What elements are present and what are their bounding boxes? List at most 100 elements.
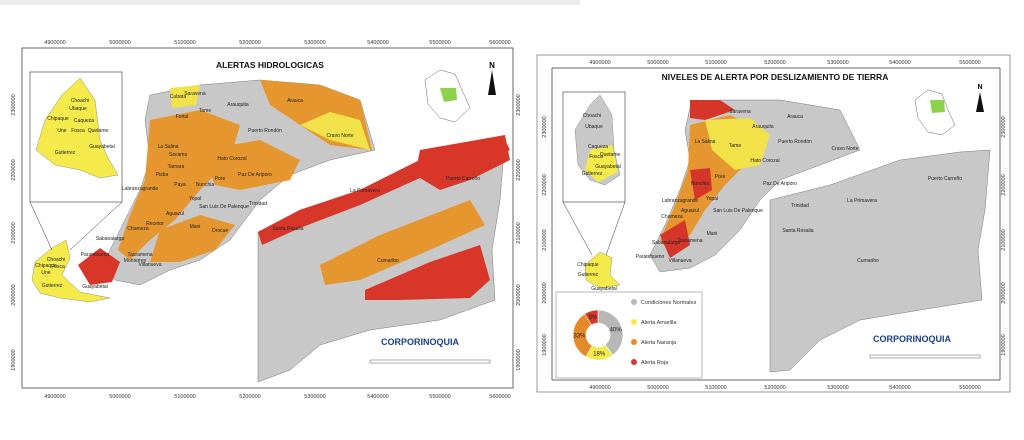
x-tick-label: 4900000: [589, 385, 610, 391]
donut-label: 40%: [610, 327, 623, 333]
x-tick-label: 5600000: [489, 394, 510, 400]
x-tick-label: 5200000: [764, 60, 785, 66]
place-label: Paya: [174, 182, 186, 188]
location-highlight: [930, 100, 945, 113]
place-label: La Primavera: [847, 198, 877, 204]
place-label: Hato Corozal: [217, 156, 246, 162]
north-arrow: [488, 70, 496, 95]
logo: CORPORINOQUIA: [381, 337, 460, 347]
y-tick-label: 1900000: [1001, 334, 1007, 355]
place-label: Gutierrez: [42, 283, 63, 289]
place-label: Santa Rosalia: [782, 228, 813, 234]
place-label: Puerto Carreño: [928, 176, 962, 182]
place-label: Gutierrez: [578, 272, 599, 278]
place-label: Cravo Norte: [832, 146, 859, 152]
place-label: Sabanalarga: [96, 236, 125, 242]
y-tick-label: 2300000: [542, 116, 548, 137]
place-label: Guayabetal: [595, 164, 621, 170]
place-label: Choachi: [71, 98, 89, 104]
x-tick-label: 5400000: [367, 394, 388, 400]
place-label: Fosca: [589, 154, 603, 160]
x-tick-label: 5500000: [429, 40, 450, 46]
inset-yellow: [585, 145, 618, 182]
place-label: Cumaribo: [377, 258, 399, 264]
place-label: Mani: [707, 231, 718, 237]
left-map: N ALERTAS HIDROLOGICAS CORPORINOQUIA 490…: [11, 40, 522, 400]
y-tick-label: 1900000: [11, 349, 17, 370]
legend-label: Alerta Roja: [641, 360, 669, 366]
y-tick-label: 2300000: [516, 94, 522, 115]
place-label: Arauquita: [227, 102, 249, 108]
place-label: Paratebueno: [636, 254, 665, 260]
place-label: Trinidad: [249, 201, 267, 207]
y-tick-label: 1900000: [516, 349, 522, 370]
y-tick-label: 2200000: [1001, 174, 1007, 195]
donut-label: 9%: [589, 315, 598, 321]
x-tick-label: 5000000: [109, 40, 130, 46]
x-tick-label: 5400000: [367, 40, 388, 46]
yellow-zone: [300, 112, 370, 150]
place-label: La Salina: [695, 139, 716, 145]
place-label: La Salina: [158, 144, 179, 150]
place-label: Cumaribo: [857, 258, 879, 264]
place-label: Cubara: [170, 94, 187, 100]
legend-swatch: [631, 319, 637, 325]
red-zone: [78, 248, 120, 285]
region: [769, 149, 991, 373]
place-label: Monterrey: [124, 258, 147, 264]
donut-label: 18%: [593, 351, 606, 357]
y-tick-label: 2000000: [11, 284, 17, 305]
place-label: Guayabetal: [89, 144, 115, 150]
place-label: Gutierrez: [582, 171, 603, 177]
place-label: Guayabetal: [591, 286, 617, 292]
place-label: Chameza: [127, 226, 149, 232]
place-label: Tame: [199, 108, 211, 114]
place-label: Gutierrez: [55, 150, 76, 156]
legend-label: Alerta Naranja: [641, 340, 677, 346]
place-label: Arauquita: [752, 124, 774, 130]
logo: CORPORINOQUIA: [873, 334, 952, 344]
place-label: Ubaque: [69, 106, 87, 112]
place-label: Puerto Rondón: [248, 128, 282, 134]
place-label: Guayabetal: [82, 284, 108, 290]
place-label: Nunchia: [196, 182, 215, 188]
x-tick-label: 5200000: [239, 394, 260, 400]
red-zone: [660, 220, 690, 258]
x-tick-label: 5200000: [764, 385, 785, 391]
place-label: Une: [41, 270, 50, 276]
legend-label: Alerta Amarilla: [641, 320, 677, 326]
y-tick-label: 2300000: [11, 94, 17, 115]
place-label: Trinidad: [791, 203, 809, 209]
place-label: Yopal: [189, 196, 201, 202]
legend-swatch: [631, 339, 637, 345]
x-tick-label: 5100000: [705, 60, 726, 66]
place-label: Villanueva: [669, 258, 692, 264]
y-tick-label: 2100000: [1001, 229, 1007, 250]
inset-connector: [69, 201, 123, 251]
place-label: Tamara: [168, 164, 185, 170]
place-label: Recetor: [146, 221, 164, 227]
x-tick-label: 5100000: [705, 385, 726, 391]
place-label: Villanueva: [139, 262, 162, 268]
orange-zone: [150, 215, 235, 262]
place-label: Pore: [215, 176, 226, 182]
place-label: Quetame: [600, 152, 621, 158]
donut-slice: [597, 309, 624, 356]
x-tick-label: 5300000: [304, 40, 325, 46]
place-label: Labranzagrande: [122, 186, 159, 192]
place-label: Nunchia: [691, 181, 710, 187]
x-tick-label: 5500000: [959, 60, 980, 66]
y-tick-label: 2000000: [1001, 282, 1007, 303]
place-label: Saravena: [729, 109, 751, 115]
north-label: N: [489, 61, 495, 70]
scale-bar: [369, 359, 491, 364]
place-label: Mani: [190, 224, 201, 230]
place-label: Orocue: [212, 228, 229, 234]
cundinamarca: [31, 239, 111, 303]
place-label: Tauramena: [677, 238, 702, 244]
y-tick-label: 2200000: [516, 159, 522, 180]
place-label: Puerto Rondón: [778, 139, 812, 145]
donut-label: 33%: [574, 334, 587, 340]
inset-connector: [29, 201, 53, 251]
